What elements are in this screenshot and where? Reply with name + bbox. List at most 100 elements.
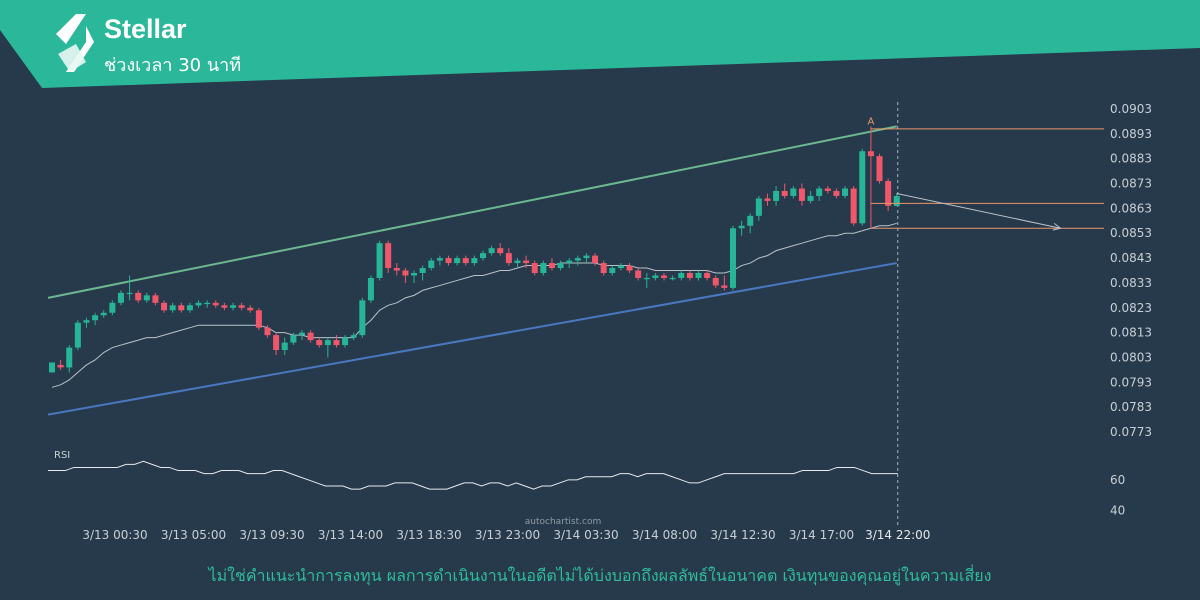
candle-body [255,310,262,328]
candle-body [238,305,245,308]
candle-body [755,198,762,216]
price-chart: A RSI 60 40 0.0903 0.0893 0.0883 0.0873 0.0863… [47,102,1152,542]
candle-body [480,253,486,259]
x-tick-label: 3/13 05:00 [161,528,226,542]
candle-body [833,190,840,196]
y-tick-label: 0.0783 [1110,400,1152,414]
candle-body [436,258,443,261]
annotation-label: A [867,116,874,127]
candle-body [367,277,374,301]
candle-body [712,277,719,286]
candle-body [135,292,142,301]
candle-body [264,327,271,336]
y-tick-label: 0.0893 [1110,127,1152,141]
candle-body [221,305,228,308]
candle-body [850,188,857,224]
x-tick-label: 3/14 03:30 [553,528,618,542]
candle-body [652,275,659,278]
candle-body [781,190,788,196]
watermark: autochartist.com [525,517,601,527]
x-tick-label: 3/13 18:30 [396,528,461,542]
candle-body [686,273,693,278]
timeframe-subtitle: ช่วงเวลา 30 นาที [104,55,242,76]
x-tick-label: 3/13 00:30 [82,528,147,542]
candle-body [247,307,254,311]
candle-body [816,188,823,196]
candle-body [281,342,288,351]
candle-body [350,335,357,338]
candle-body [548,263,555,269]
candle-body [824,188,831,191]
candle-body [83,320,90,323]
candle-body [471,258,478,264]
candle-body [583,255,590,259]
candle-body [117,292,124,303]
y-tick-label: 0.0863 [1110,201,1152,215]
page-title: Stellar [104,14,187,44]
header-background [0,0,1200,88]
candle-body [298,332,305,336]
candle-body [738,225,745,229]
candle-body [49,362,55,373]
candle-body [807,195,814,201]
candle-body [273,335,280,351]
y-tick-label: 0.0833 [1110,276,1152,290]
resistance-line [47,125,897,299]
forecast-arrow-head [1052,222,1062,231]
rsi-panel: RSI 60 40 [48,450,1125,518]
candle-body [488,248,495,254]
forecast-arrow [896,192,1061,229]
stellar-logo-icon [56,14,94,72]
candle-body [333,340,340,346]
candle-body [661,275,668,278]
candle-body [540,263,547,273]
candle-body [428,260,435,269]
y-tick-label: 0.0803 [1110,351,1152,365]
y-tick-label: 0.0873 [1110,177,1152,191]
candle-body [92,315,99,321]
candle-body [747,215,754,226]
x-tick-label: 3/14 08:00 [632,528,697,542]
x-tick-label: 3/14 12:30 [710,528,775,542]
candle-body [445,258,452,264]
candle-body [798,188,805,201]
candle-body [143,295,150,301]
candle-body [592,255,599,264]
candle-body [523,260,530,264]
candle-body [342,337,349,346]
rsi-tick-label: 40 [1110,504,1125,518]
candle-body [419,268,426,273]
candle-body [204,302,211,305]
candle-body [385,243,392,269]
candle-body [290,335,297,343]
candle-body [721,285,728,288]
candle-body [514,260,521,264]
x-tick-label: 3/14 17:00 [789,528,854,542]
candle-body [169,305,176,311]
candle-body [704,273,711,278]
candle-body [790,188,797,196]
x-tick-label: 3/13 23:00 [475,528,540,542]
candle-body [876,156,883,182]
candle-body [729,228,736,288]
candle-body [617,265,624,269]
x-tick-label: 3/13 14:00 [318,528,383,542]
y-tick-label: 0.0853 [1110,226,1152,240]
y-tick-label: 0.0773 [1110,425,1152,439]
x-tick-label: 3/13 09:30 [239,528,304,542]
candle-body [307,332,314,341]
candle-body [126,292,133,295]
candle-body [66,347,73,368]
candle-body [531,263,538,273]
y-tick-label: 0.0823 [1110,301,1152,315]
candle-body [376,243,383,278]
candle-body [635,270,642,278]
rsi-label: RSI [54,450,70,461]
candles [49,126,900,373]
x-tick-label: 3/14 22:00 [865,528,930,542]
candle-body [230,305,237,308]
candle-body [557,263,564,269]
candle-body [462,258,469,264]
candle-body [643,277,650,280]
candle-body [859,151,866,224]
